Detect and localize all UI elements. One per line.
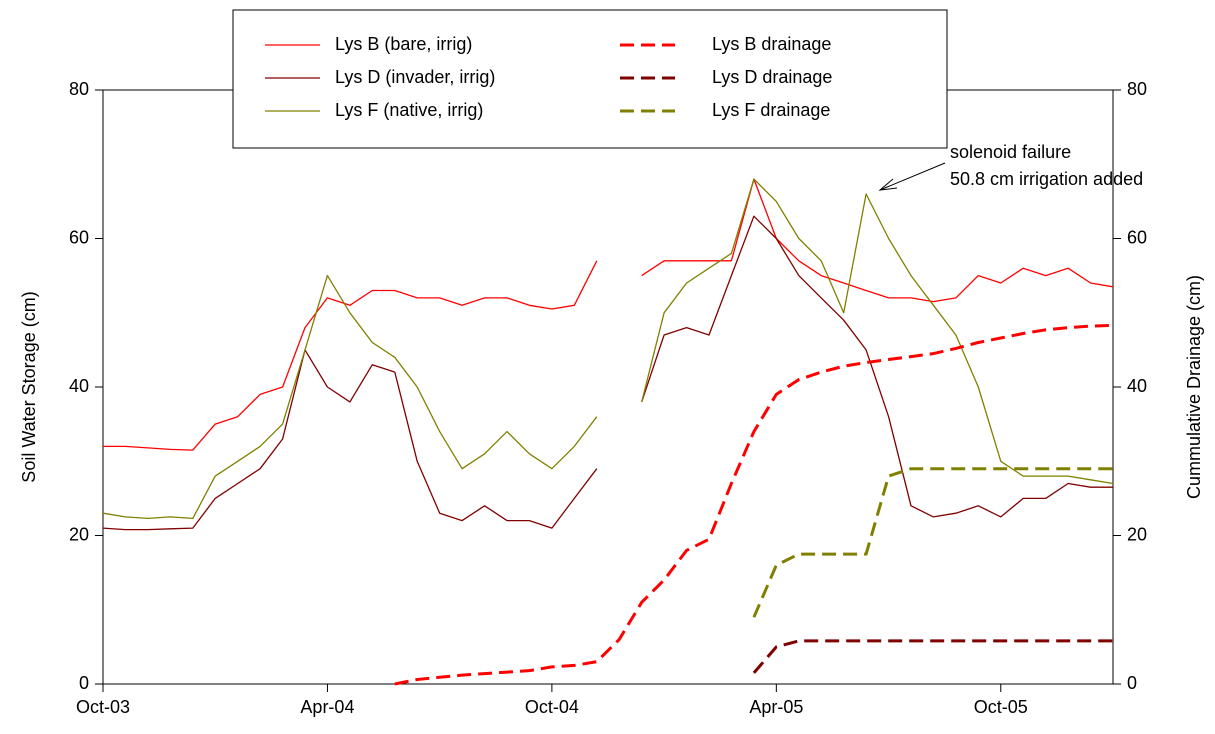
- y-tick-label: 80: [69, 79, 89, 99]
- series-line: [752, 639, 1113, 674]
- legend-label: Lys D drainage: [712, 67, 832, 87]
- legend-label: Lys F drainage: [712, 100, 830, 120]
- y2-tick-label: 0: [1127, 673, 1137, 693]
- legend-label: Lys B (bare, irrig): [335, 34, 472, 54]
- series-line: [103, 178, 1114, 451]
- y2-tick-label: 40: [1127, 376, 1147, 396]
- y2-tick-label: 20: [1127, 524, 1147, 544]
- x-tick-label: Oct-05: [974, 697, 1028, 717]
- x-tick-label: Oct-03: [76, 697, 130, 717]
- legend-label: Lys F (native, irrig): [335, 100, 483, 120]
- annotation-arrow: [879, 162, 946, 191]
- x-tick-label: Apr-05: [749, 697, 803, 717]
- y-tick-label: 60: [69, 227, 89, 247]
- y-tick-label: 0: [79, 673, 89, 693]
- y-tick-label: 20: [69, 524, 89, 544]
- annotation: solenoid failure: [950, 142, 1071, 162]
- y-tick-label: 40: [69, 376, 89, 396]
- series-line: [752, 467, 1113, 618]
- legend-label: Lys B drainage: [712, 34, 831, 54]
- y2-axis-label: Cummulative Drainage (cm): [1184, 275, 1204, 499]
- series-line: [102, 178, 1114, 520]
- series-line: [394, 323, 1114, 686]
- series-line: [102, 215, 1113, 531]
- legend-label: Lys D (invader, irrig): [335, 67, 495, 87]
- y2-tick-label: 60: [1127, 227, 1147, 247]
- x-tick-label: Oct-04: [525, 697, 579, 717]
- y-axis-label: Soil Water Storage (cm): [19, 291, 39, 482]
- annotation: 50.8 cm irrigation added: [950, 169, 1143, 189]
- legend-box: [232, 9, 948, 149]
- y2-tick-label: 80: [1127, 79, 1147, 99]
- x-tick-label: Apr-04: [300, 697, 354, 717]
- annotation-arrowhead: [878, 178, 898, 191]
